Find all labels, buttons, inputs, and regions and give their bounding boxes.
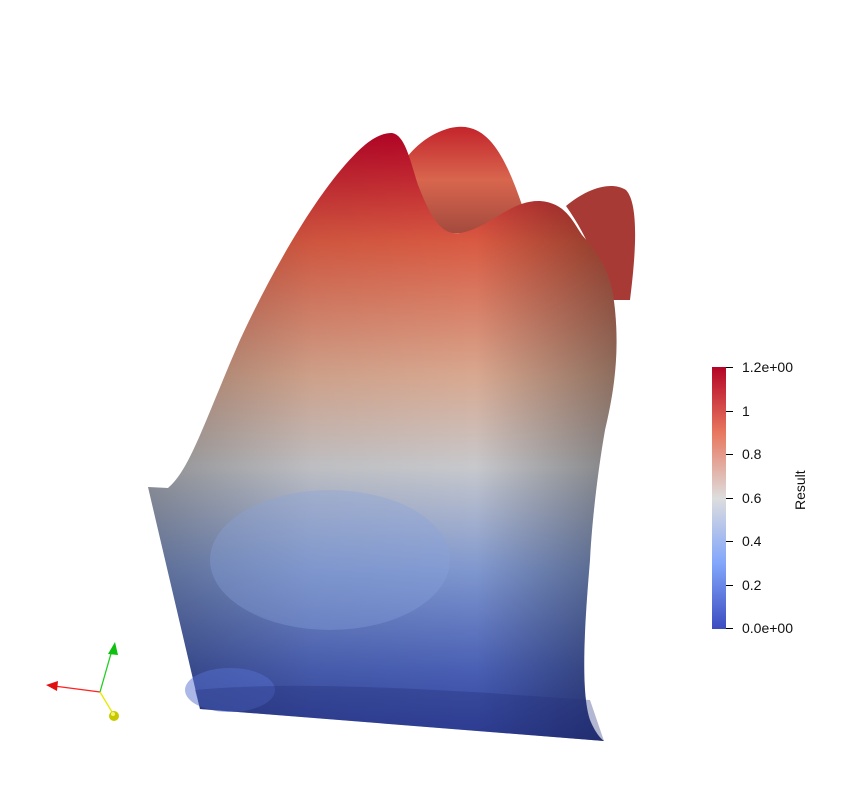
colorbar-tick-label: 0.2 [742, 576, 762, 593]
surface-right-peak [566, 185, 636, 300]
colorbar-tick-label: 0.8 [742, 446, 762, 462]
colorbar-tick-mark [726, 584, 733, 586]
colorbar-tick-label: 0.4 [742, 533, 762, 549]
colorbar-tick-label: 1 [742, 402, 750, 419]
colorbar-tick-label: 0.0e+00 [742, 620, 793, 636]
colorbar: 1.2e+00 1 0.8 0.6 0.4 0.2 0.0e+00 [712, 360, 793, 635]
xyz-orientation-axes-icon [46, 642, 119, 721]
colorbar-tick-mark [726, 497, 733, 499]
colorbar-tick-mark [726, 541, 733, 542]
colorbar-tick-mark [726, 367, 733, 368]
colorbar-tick-mark [726, 628, 733, 629]
colorbar-tick-mark [726, 454, 733, 455]
colorbar-tick-label: 0.6 [742, 489, 762, 506]
surface-back-ridge [405, 126, 522, 234]
colorbar-title: Result [792, 470, 808, 510]
colorbar-gradient [712, 367, 726, 629]
colorbar-tick-label: 1.2e+00 [742, 359, 793, 375]
colorbar-tick-mark [726, 410, 733, 412]
